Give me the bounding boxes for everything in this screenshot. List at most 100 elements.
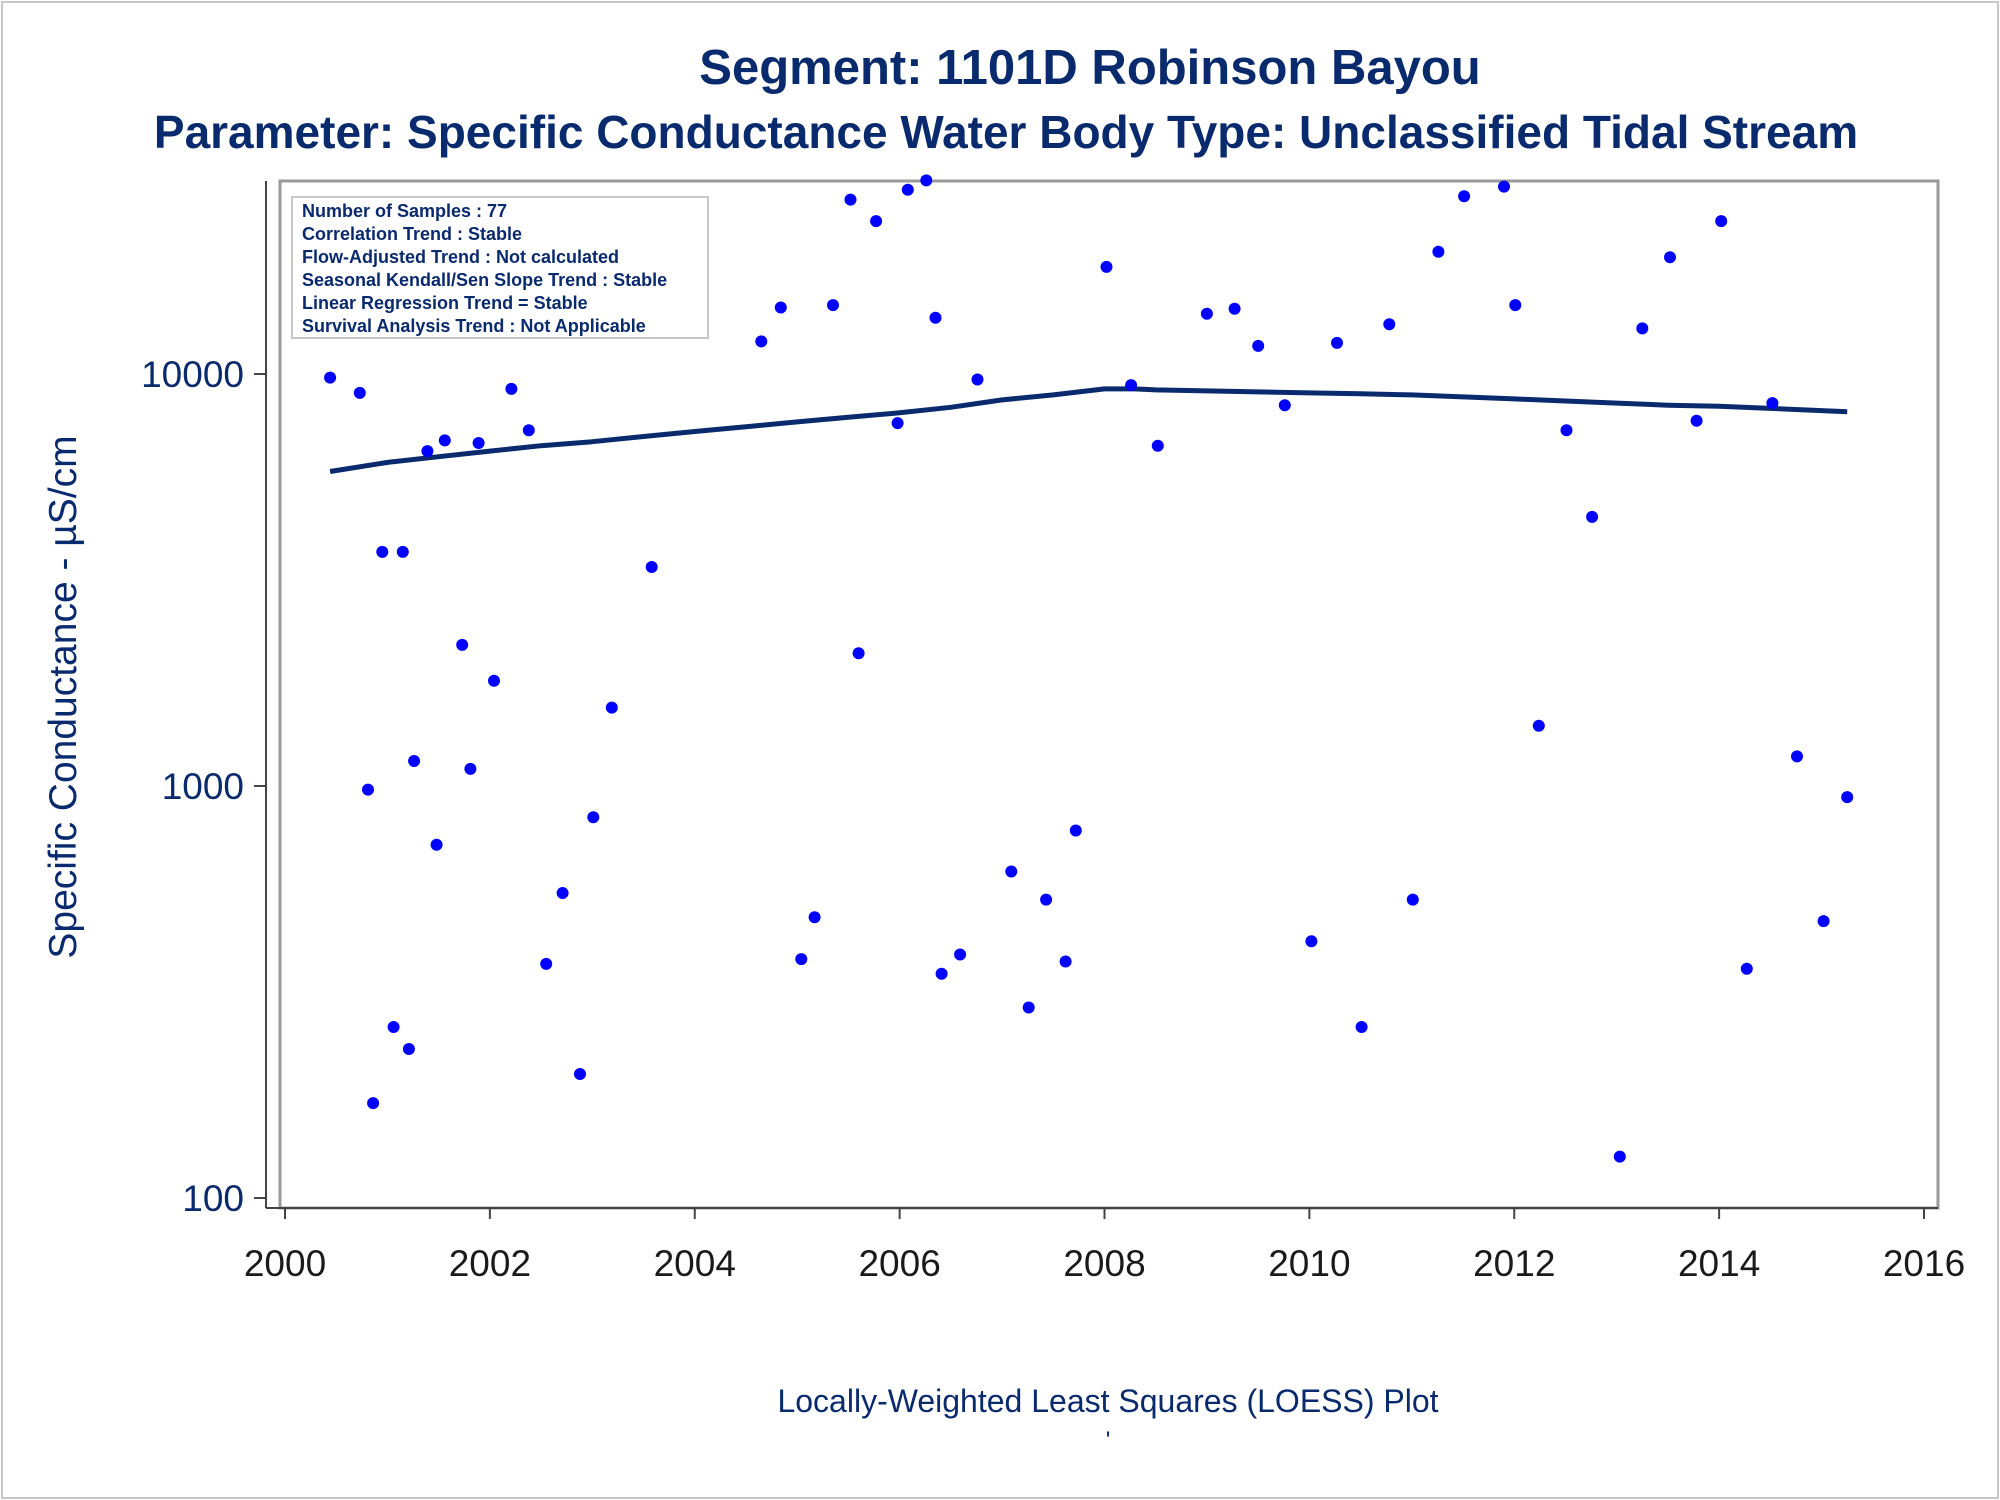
data-point (1040, 893, 1053, 906)
y-axis-ticks: 100 1000 10000 (141, 354, 266, 1219)
data-point (1509, 299, 1522, 312)
chart-title: Segment: 1101D Robinson Bayou (699, 41, 1480, 95)
data-point (920, 174, 933, 187)
data-point (464, 762, 477, 775)
data-point (456, 638, 469, 651)
data-point (1817, 915, 1830, 928)
data-point (1432, 245, 1445, 258)
data-point (1613, 1150, 1626, 1163)
data-point (505, 382, 518, 395)
x-axis-label: Locally-Weighted Least Squares (LOESS) P… (777, 1383, 1438, 1419)
data-point (376, 545, 389, 558)
data-point (1200, 307, 1213, 320)
data-point (362, 783, 374, 796)
data-point (1498, 180, 1510, 193)
data-point (1532, 719, 1545, 732)
data-point (522, 424, 535, 437)
data-point (430, 838, 443, 851)
data-point (1664, 251, 1676, 264)
data-point (1022, 1001, 1035, 1014)
x-tick-label: 2012 (1473, 1243, 1555, 1284)
data-point (808, 911, 821, 924)
data-point (795, 953, 808, 966)
data-point (827, 299, 839, 312)
data-point (1740, 962, 1753, 975)
data-point (402, 1043, 415, 1055)
data-point (1841, 791, 1854, 804)
y-tick-label: 1000 (162, 766, 244, 807)
data-point (574, 1068, 586, 1080)
data-point (1560, 424, 1573, 437)
data-point (1005, 865, 1018, 878)
data-point (1100, 260, 1113, 273)
data-point (1383, 318, 1396, 331)
x-tick-label: 2006 (858, 1243, 940, 1284)
x-tick-label: 2008 (1063, 1243, 1145, 1284)
data-point (1458, 190, 1471, 203)
data-point (901, 183, 914, 196)
data-point (408, 755, 421, 767)
data-point (1586, 510, 1599, 523)
x-tick-label: 2002 (449, 1243, 531, 1284)
data-point (421, 445, 434, 458)
data-point (852, 647, 865, 660)
data-point (556, 887, 569, 899)
data-point (438, 434, 451, 447)
info-box-line: Number of Samples : 77 (302, 201, 507, 221)
x-tick-label: 2010 (1268, 1243, 1350, 1284)
info-box-line: Linear Regression Trend = Stable (302, 293, 588, 313)
x-tick-label: 2014 (1678, 1243, 1760, 1284)
data-point (1355, 1021, 1368, 1033)
data-point (488, 674, 500, 687)
y-tick-label: 10000 (141, 354, 244, 395)
axis-lines (265, 181, 1938, 1209)
data-point (1151, 439, 1164, 452)
data-point (1766, 397, 1779, 410)
data-point (1791, 750, 1803, 763)
data-point (1278, 399, 1291, 412)
data-point (971, 373, 984, 386)
data-point (1228, 302, 1241, 315)
data-point (891, 417, 904, 430)
data-point (935, 967, 948, 980)
info-box-line: Correlation Trend : Stable (302, 224, 522, 244)
y-tick-label: 100 (182, 1178, 244, 1219)
data-point (1331, 336, 1343, 349)
data-point (1252, 339, 1265, 352)
y-axis-label: Specific Conductance - µS/cm (42, 435, 85, 958)
data-point (1406, 893, 1419, 906)
data-point (396, 545, 409, 558)
info-box-frame (291, 196, 709, 339)
data-point (1069, 824, 1082, 837)
x-tick-label: 2004 (654, 1243, 736, 1284)
x-tick-label: 2000 (244, 1243, 326, 1284)
x-tick-label: 2016 (1883, 1243, 1965, 1284)
x-axis-ticks: 2000 2002 2004 2006 2008 2010 2012 2014 2016 (244, 1208, 1965, 1284)
data-point (929, 311, 942, 324)
info-box-line: Flow-Adjusted Trend : Not calculated (302, 247, 619, 267)
data-point (387, 1021, 400, 1033)
data-point (645, 561, 658, 573)
data-point (1059, 955, 1072, 968)
data-point (870, 215, 883, 228)
data-point (367, 1097, 380, 1110)
data-point (540, 957, 553, 970)
data-point (1305, 935, 1318, 948)
info-box-line: Seasonal Kendall/Sen Slope Trend : Stabl… (302, 270, 667, 290)
data-point (755, 335, 768, 348)
data-point (605, 701, 618, 714)
info-box-line: Survival Analysis Trend : Not Applicable (302, 316, 646, 336)
chart-subtitle: Parameter: Specific Conductance Water Bo… (154, 106, 1858, 158)
data-point (587, 811, 600, 824)
footnote-mark: ' (1106, 1427, 1111, 1454)
data-point (954, 948, 967, 961)
loess-trend-line (329, 386, 1848, 474)
data-point (353, 386, 366, 399)
data-point (324, 371, 337, 384)
data-point (472, 437, 485, 449)
data-point (844, 193, 857, 206)
info-box: Number of Samples : 77 Correlation Trend … (291, 196, 709, 339)
data-point (1636, 322, 1649, 335)
data-point (774, 301, 787, 314)
